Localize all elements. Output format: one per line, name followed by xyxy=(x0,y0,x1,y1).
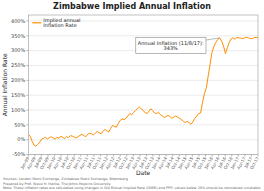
x-tick xyxy=(107,155,108,157)
x-tick xyxy=(152,155,153,157)
x-tick xyxy=(225,155,226,157)
series-group xyxy=(28,37,258,146)
x-tick xyxy=(238,155,239,157)
x-tick xyxy=(61,155,62,157)
x-tick xyxy=(205,155,206,157)
y-tick-label: 150% xyxy=(11,92,26,98)
y-axis-label: Annual Inflation Rate xyxy=(1,53,8,116)
x-tick xyxy=(113,155,114,157)
grid-line xyxy=(28,65,258,66)
y-tick-label: 100% xyxy=(11,107,26,113)
annotation-text-line: 343% xyxy=(164,45,179,51)
grid-line xyxy=(28,139,258,140)
title: Zimbabwe Implied Annual Inflation xyxy=(53,2,211,11)
x-tick xyxy=(139,155,140,157)
x-tick xyxy=(159,155,160,157)
x-tick xyxy=(244,155,245,157)
legend-swatch xyxy=(32,22,41,23)
x-tick xyxy=(231,155,232,157)
y-tick-label: 200% xyxy=(11,77,26,83)
legend-label-line: Inflation Rate xyxy=(43,22,77,28)
x-tick xyxy=(28,155,29,157)
grid-line xyxy=(28,80,258,81)
x-tick xyxy=(198,155,199,157)
legend: Implied annualInflation Rate xyxy=(32,17,80,29)
y-tick-label: 400% xyxy=(11,18,26,24)
legend-label: Implied annualInflation Rate xyxy=(43,17,80,29)
x-tick xyxy=(166,155,167,157)
grid-line xyxy=(28,35,258,36)
annotation-text: Annual Inflation (11/8/17):343% xyxy=(138,40,204,52)
x-tick xyxy=(126,155,127,157)
x-tick xyxy=(93,155,94,157)
x-tick xyxy=(258,155,259,157)
x-tick xyxy=(87,155,88,157)
x-tick xyxy=(218,155,219,157)
x-tick xyxy=(133,155,134,157)
grid xyxy=(28,21,258,155)
x-tick xyxy=(179,155,180,157)
y-tick-label: 300% xyxy=(11,47,26,53)
chart: Zimbabwe Implied Annual InflationSources… xyxy=(0,0,264,191)
x-tick xyxy=(41,155,42,157)
x-tick xyxy=(34,155,35,157)
x-tick xyxy=(185,155,186,157)
x-tick xyxy=(47,155,48,157)
grid-line xyxy=(28,95,258,96)
x-tick xyxy=(100,155,101,157)
annotation: Annual Inflation (11/8/17):343% xyxy=(136,38,220,54)
annotation-box xyxy=(136,38,206,54)
x-tick xyxy=(67,155,68,157)
y-tick-label: 350% xyxy=(11,33,26,39)
y-tick-label: 250% xyxy=(11,62,26,68)
grid-line xyxy=(28,124,258,125)
y-tick-label: 50% xyxy=(14,122,25,128)
x-axis-label: Date xyxy=(136,169,151,176)
x-tick xyxy=(80,155,81,157)
x-tick xyxy=(212,155,213,157)
x-tick xyxy=(192,155,193,157)
x-tick xyxy=(172,155,173,157)
x-tick xyxy=(146,155,147,157)
x-tick xyxy=(120,155,121,157)
x-tick xyxy=(251,155,252,157)
background xyxy=(0,0,264,191)
y-tick-label: 0% xyxy=(17,136,25,142)
footer-line: Note: These inflation rates are calculat… xyxy=(3,186,260,190)
x-tick-label: Oct-17 xyxy=(249,156,260,171)
plot-frame xyxy=(28,15,258,155)
series-line xyxy=(28,37,258,146)
x-tick xyxy=(74,155,75,157)
y-tick-label: -50% xyxy=(12,151,25,157)
x-tick xyxy=(54,155,55,157)
